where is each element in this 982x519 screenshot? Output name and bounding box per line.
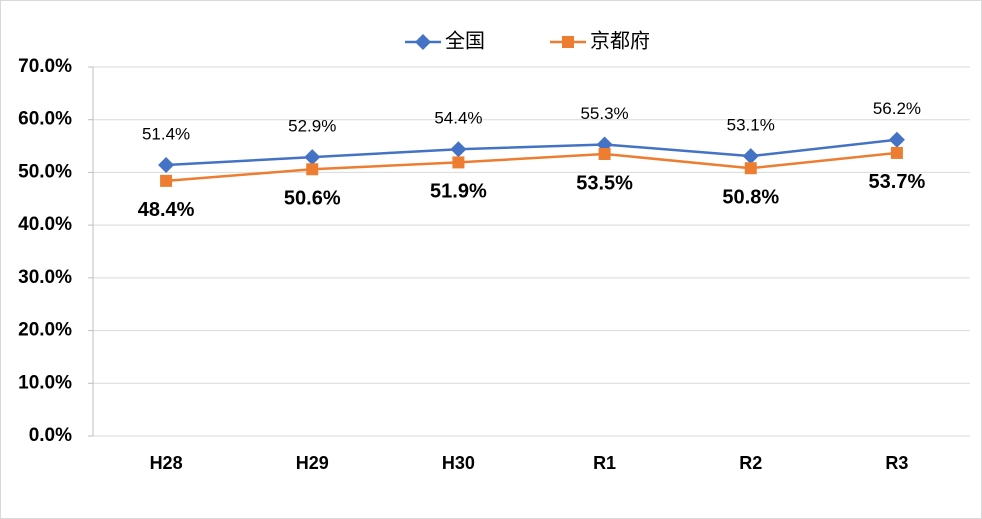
series-line (165, 151, 898, 183)
data-label: 50.8% (722, 186, 779, 208)
y-tick-label: 40.0% (18, 214, 72, 235)
x-tick-label: H29 (296, 453, 329, 473)
y-tick-label: 10.0% (18, 372, 72, 393)
marker (415, 34, 431, 50)
legend-label: 京都府 (590, 29, 650, 52)
marker (306, 163, 319, 176)
data-label: 55.3% (580, 104, 628, 123)
y-tick-label: 30.0% (18, 267, 72, 288)
data-label: 48.4% (138, 199, 195, 221)
marker (744, 162, 757, 175)
data-label: 53.7% (869, 171, 926, 193)
marker (562, 36, 574, 48)
data-label: 51.4% (142, 125, 190, 144)
y-tick-label: 20.0% (18, 320, 72, 341)
y-tick-label: 70.0% (18, 56, 72, 77)
marker (890, 146, 903, 159)
marker (160, 174, 173, 187)
marker (452, 156, 465, 169)
data-label: 52.9% (288, 117, 336, 136)
x-tick-label: R2 (739, 453, 762, 473)
series-line (166, 138, 898, 167)
legend-label: 全国 (445, 29, 485, 52)
x-tick-label: R1 (593, 453, 616, 473)
data-label: 56.2% (873, 99, 921, 118)
marker (888, 131, 905, 148)
data-label: 51.9% (430, 181, 487, 203)
data-label: 54.4% (434, 109, 482, 128)
data-label: 53.5% (576, 172, 633, 194)
marker (742, 148, 759, 165)
marker (158, 157, 175, 174)
y-tick-label: 60.0% (18, 109, 72, 130)
marker (304, 149, 321, 166)
x-tick-label: R3 (885, 453, 908, 473)
marker (450, 141, 467, 158)
y-tick-label: 0.0% (29, 425, 72, 446)
y-tick-label: 50.0% (18, 161, 72, 182)
data-label: 53.1% (727, 116, 775, 135)
data-label: 50.6% (284, 188, 341, 210)
x-tick-label: H28 (150, 453, 183, 473)
x-tick-label: H30 (442, 453, 475, 473)
marker (598, 147, 611, 160)
